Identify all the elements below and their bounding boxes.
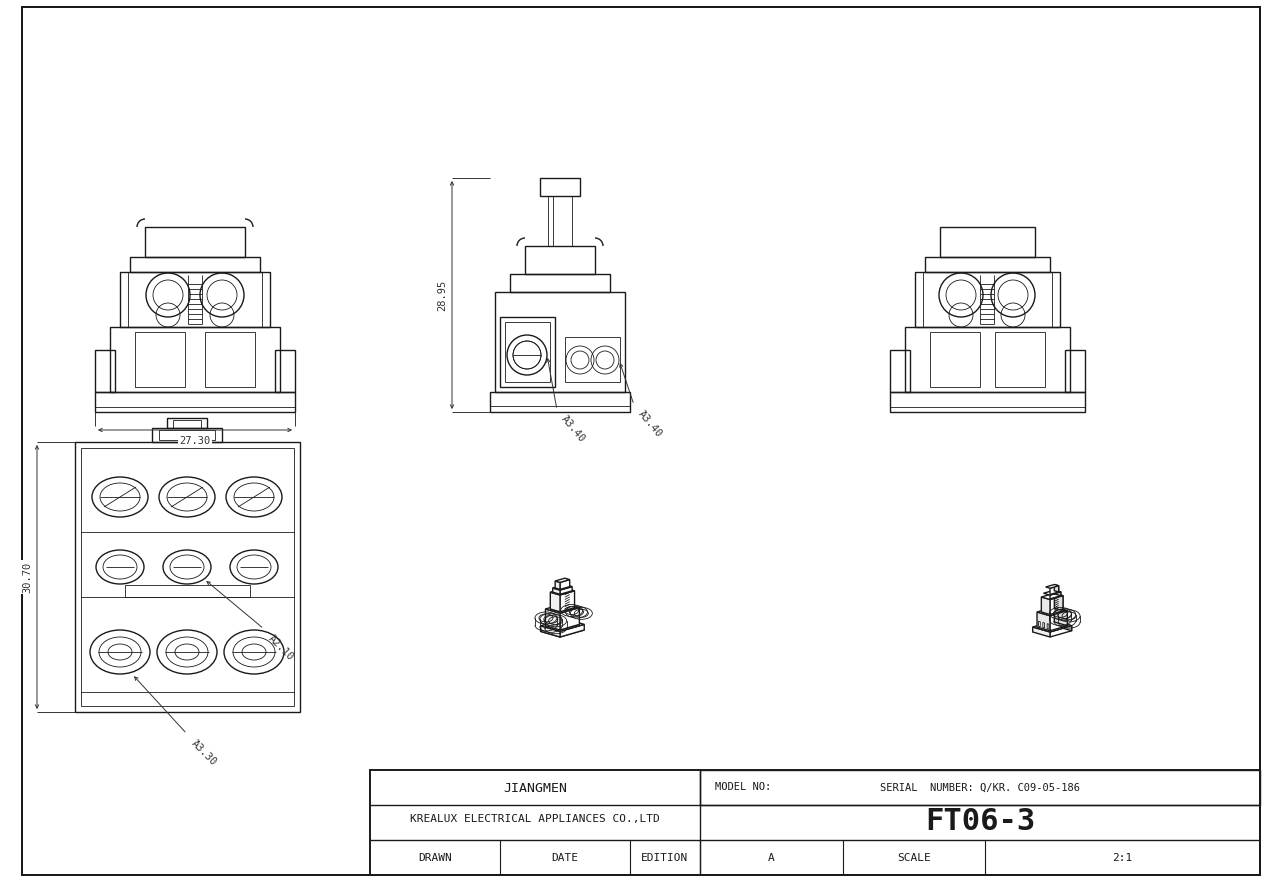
Bar [891,350,910,392]
Polygon shape [540,619,584,632]
Bar [904,327,1070,392]
Text: Ά3.40: Ά3.40 [559,414,587,445]
Polygon shape [1044,590,1061,595]
Text: A: A [768,853,775,863]
Bar [700,770,1260,805]
Polygon shape [1054,607,1068,625]
Polygon shape [540,626,560,637]
Bar [510,274,610,292]
Bar [500,317,555,387]
Bar [205,332,256,387]
Text: Ά3.30: Ά3.30 [188,738,218,767]
Polygon shape [1032,627,1050,637]
Bar [159,430,215,440]
Polygon shape [1050,610,1068,631]
Polygon shape [545,603,579,613]
Polygon shape [1037,612,1050,631]
Bar [95,350,115,392]
Polygon shape [1054,590,1061,595]
Polygon shape [1050,592,1061,599]
Bar [565,337,620,382]
Bar [940,227,1035,257]
Polygon shape [1050,586,1059,594]
Polygon shape [553,588,572,594]
Text: Ά3.40: Ά3.40 [636,409,664,439]
Polygon shape [545,609,560,630]
Bar [135,332,185,387]
Polygon shape [1050,595,1063,615]
Polygon shape [553,585,572,590]
Polygon shape [1041,594,1063,600]
Bar [173,420,201,428]
Polygon shape [560,579,569,589]
Polygon shape [545,620,579,630]
Bar [75,442,300,712]
Text: DATE: DATE [552,853,578,863]
Text: EDITION: EDITION [641,853,688,863]
Bar [540,178,579,196]
Polygon shape [560,587,572,594]
Text: 30.70: 30.70 [22,561,32,593]
Bar [505,322,550,382]
Bar [525,246,595,274]
Bar [95,392,295,412]
Bar [145,227,245,257]
Text: JIANGMEN: JIANGMEN [503,781,567,795]
Polygon shape [550,592,560,612]
Text: 2:1: 2:1 [1112,853,1132,863]
Bar [1065,350,1085,392]
Bar [167,418,207,428]
Text: FT06-3: FT06-3 [925,808,1035,836]
Polygon shape [1039,621,1040,627]
Polygon shape [555,581,560,589]
Bar [275,350,295,392]
Bar [152,428,221,442]
Bar [490,392,630,412]
Polygon shape [1046,585,1059,588]
Polygon shape [555,579,569,582]
Polygon shape [1047,624,1049,629]
Text: Ά2.10: Ά2.10 [266,633,295,662]
Polygon shape [540,624,584,637]
Text: DRAWN: DRAWN [419,853,452,863]
Bar [996,332,1045,387]
Polygon shape [555,585,569,589]
Polygon shape [1054,585,1059,592]
Polygon shape [560,624,584,637]
Polygon shape [1041,597,1050,615]
Bar [915,272,1060,327]
Polygon shape [560,608,579,630]
Polygon shape [550,588,574,595]
Polygon shape [1037,607,1068,616]
Polygon shape [1054,621,1071,631]
Bar [930,332,980,387]
Text: MODEL NO:: MODEL NO: [715,782,772,792]
Text: SCALE: SCALE [897,853,931,863]
Bar [548,196,572,246]
Text: 27.30: 27.30 [180,436,211,446]
Bar [925,257,1050,272]
Text: 28.95: 28.95 [436,280,447,310]
Bar [125,585,250,597]
Polygon shape [1054,594,1063,610]
Text: KREALUX ELECTRICAL APPLIANCES CO.,LTD: KREALUX ELECTRICAL APPLIANCES CO.,LTD [410,814,660,824]
Polygon shape [1050,625,1071,637]
Bar [891,392,1085,412]
Polygon shape [553,588,560,594]
Polygon shape [1042,623,1045,628]
Text: SERIAL  NUMBER: Q/KR. C09-05-186: SERIAL NUMBER: Q/KR. C09-05-186 [880,782,1080,793]
Bar [495,292,625,392]
Bar [81,448,293,706]
Bar [130,257,261,272]
Polygon shape [1032,621,1071,632]
Polygon shape [550,605,574,612]
Bar [120,272,269,327]
Bar [110,327,280,392]
Bar [369,770,1260,875]
Polygon shape [560,591,574,612]
